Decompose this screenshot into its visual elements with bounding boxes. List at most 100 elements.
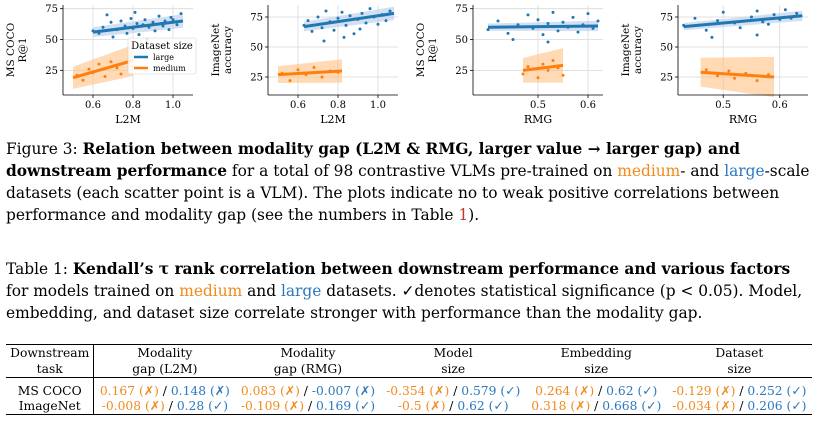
data-point-large	[179, 12, 183, 16]
data-point-large	[368, 7, 372, 11]
data-point-large	[591, 26, 595, 30]
x-axis-label: RMG	[524, 113, 552, 126]
x-tick-label: 0.8	[125, 100, 141, 111]
data-point-large	[332, 28, 336, 32]
data-point-large	[755, 33, 759, 37]
data-point-large	[749, 15, 753, 19]
table-caption-text1: for models trained on	[6, 282, 180, 300]
data-point-large	[576, 30, 580, 34]
data-point-large	[721, 10, 725, 14]
data-point-large	[561, 20, 565, 24]
scatter-chart-rmg-coco: 0.5 0.6 25 50 75 RMG MS COCO R@1	[415, 4, 603, 126]
data-point-large	[316, 15, 320, 19]
fit-line-large	[683, 14, 803, 29]
data-point-large	[310, 29, 314, 33]
data-point-large	[772, 13, 776, 17]
figure-label: Figure 3:	[6, 140, 78, 158]
y-axis-label: R@1	[427, 37, 439, 62]
header-rmg: Modality gap (RMG)	[273, 346, 343, 376]
table-caption-medium: medium	[179, 282, 243, 300]
data-point-large	[151, 20, 155, 24]
x-tick-label: 1.0	[370, 100, 386, 111]
figure-caption: Figure 3: Relation between modality gap …	[6, 138, 812, 226]
data-point-medium	[288, 79, 292, 83]
data-point-large	[546, 40, 550, 44]
figure-caption-text1: for a total of 98 contrastive VLMs pre-t…	[227, 162, 618, 180]
data-point-medium	[97, 62, 101, 66]
data-point-large	[710, 35, 714, 39]
x-tick-label: 0.6	[85, 100, 101, 111]
data-point-large	[364, 21, 368, 25]
data-point-large	[795, 11, 799, 15]
data-point-large	[109, 20, 113, 24]
y-tick-label: 25	[455, 66, 468, 77]
y-tick-label: 75	[455, 4, 468, 15]
legend-title: Dataset size	[131, 41, 193, 52]
y-tick-label: 50	[455, 35, 468, 46]
data-point-medium	[727, 69, 731, 73]
data-point-large	[738, 26, 742, 30]
x-tick-label: 0.5	[715, 100, 731, 111]
data-point-medium	[704, 68, 708, 72]
table-caption-title: Kendall’s τ rank correlation between dow…	[72, 260, 791, 278]
table-header-row: Downstream task Modality gap (L2M) Modalit…	[6, 344, 812, 378]
table-cell: 0.167 (✗) / 0.148 (✗)	[99, 383, 230, 398]
data-point-large	[157, 14, 161, 18]
x-tick-label: 0.8	[330, 100, 346, 111]
data-point-medium	[115, 66, 119, 70]
data-point-large	[766, 22, 770, 26]
table-ref-link[interactable]: 1	[458, 206, 469, 224]
data-point-large	[342, 35, 346, 39]
data-point-large	[704, 28, 708, 32]
data-point-large	[119, 19, 123, 23]
figure-caption-medium: medium	[617, 162, 681, 180]
data-point-large	[143, 18, 147, 22]
data-point-large	[496, 19, 500, 23]
y-axis-label: accuracy	[222, 26, 234, 74]
fit-line-medium	[277, 69, 343, 77]
data-point-large	[336, 16, 340, 20]
confidence-band-medium	[700, 56, 775, 98]
data-point-large	[506, 31, 510, 35]
data-point-large	[716, 19, 720, 23]
y-axis-label: MS COCO	[415, 22, 427, 77]
row-task: ImageNet	[6, 398, 95, 414]
data-point-large	[541, 33, 545, 37]
fit-line-large	[92, 19, 184, 34]
y-tick-label: 25	[660, 73, 673, 84]
legend-large-label: large	[153, 53, 174, 62]
data-point-large	[551, 10, 555, 14]
table-label: Table 1:	[6, 260, 68, 278]
x-tick-label: 0.5	[530, 100, 546, 111]
data-point-medium	[716, 74, 720, 78]
data-point-large	[358, 27, 362, 31]
data-point-large	[111, 35, 115, 39]
y-axis-label: R@1	[17, 37, 29, 62]
data-point-large	[133, 10, 137, 14]
data-point-large	[135, 21, 139, 25]
data-point-large	[175, 23, 179, 27]
data-point-large	[153, 29, 157, 33]
data-point-large	[384, 19, 388, 23]
data-point-medium	[81, 78, 85, 82]
table-cell: 0.083 (✗) / -0.007 (✗)	[240, 383, 376, 398]
data-point-large	[511, 38, 515, 42]
confidence-band-medium	[73, 44, 133, 89]
data-point-large	[571, 15, 575, 19]
figure-caption-text2: - and	[680, 162, 725, 180]
header-l2m: Modality gap (L2M)	[132, 346, 198, 376]
panel-rmg-imagenet: 0.5 0.6 25 50 75 RMG ImageNet accuracy	[615, 0, 815, 128]
y-tick-label: 50	[250, 43, 263, 54]
table-cell: 0.318 (✗) / 0.668 (✓)	[531, 398, 662, 413]
header-task: Downstream task	[6, 344, 95, 378]
data-point-large	[101, 25, 105, 29]
data-point-large	[755, 9, 759, 13]
data-point-large	[105, 13, 109, 17]
table-caption-large: large	[280, 282, 322, 300]
x-tick-label: 1.0	[165, 100, 181, 111]
data-point-large	[536, 18, 540, 22]
legend-medium-label: medium	[153, 64, 186, 73]
table-caption: Table 1: Kendall’s τ rank correlation be…	[6, 258, 812, 324]
x-axis-label: L2M	[115, 113, 141, 126]
data-point-large	[586, 12, 590, 16]
